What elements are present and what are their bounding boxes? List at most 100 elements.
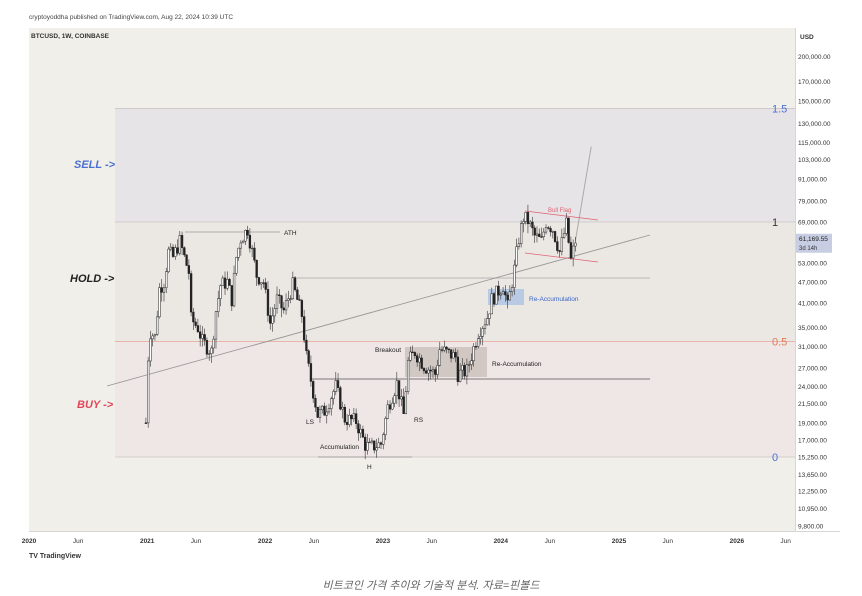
candle-body bbox=[549, 228, 552, 233]
candle-body bbox=[171, 246, 175, 257]
candle-body bbox=[465, 364, 469, 377]
candle-body bbox=[212, 338, 215, 349]
candle-body bbox=[219, 285, 222, 299]
ls-label: LS bbox=[306, 419, 315, 426]
candle-body bbox=[456, 356, 460, 382]
candle-body bbox=[151, 335, 154, 340]
time-tick: 2020 bbox=[22, 538, 37, 545]
candle-body bbox=[302, 316, 306, 341]
ath-label: ATH bbox=[284, 230, 297, 237]
candle-body bbox=[379, 442, 383, 445]
candle-body bbox=[366, 442, 369, 451]
candle-body bbox=[531, 221, 534, 229]
hold-label: HOLD -> bbox=[70, 273, 115, 285]
candle-body bbox=[183, 247, 186, 256]
price-axis[interactable] bbox=[795, 28, 841, 543]
candle-body bbox=[551, 231, 554, 233]
candle-body bbox=[418, 357, 421, 363]
candle-body bbox=[196, 325, 200, 333]
candle-body bbox=[479, 336, 482, 339]
candle-body bbox=[147, 360, 150, 424]
candle-body bbox=[345, 422, 349, 425]
candle-body bbox=[517, 243, 521, 247]
candle-body bbox=[427, 369, 430, 374]
price-tick: 79,000.00 bbox=[798, 198, 827, 205]
time-tick: Jun bbox=[309, 538, 320, 545]
candle-body bbox=[330, 398, 333, 409]
candle-body bbox=[438, 349, 441, 366]
fib-label: 0.5 bbox=[772, 337, 787, 349]
candle-body bbox=[402, 396, 405, 414]
candle-body bbox=[228, 279, 231, 286]
candle-body bbox=[187, 265, 191, 274]
candle-body bbox=[431, 369, 435, 372]
candle-body bbox=[325, 411, 328, 416]
time-tick: Jun bbox=[191, 538, 202, 545]
candle-body bbox=[169, 246, 172, 250]
price-tick: 115,000.00 bbox=[798, 140, 830, 147]
candle-body bbox=[359, 428, 362, 434]
projection-line bbox=[574, 146, 592, 241]
candle-body bbox=[214, 311, 218, 340]
candle-body bbox=[348, 414, 351, 425]
candle-body bbox=[144, 422, 148, 424]
candle-body bbox=[461, 365, 464, 371]
candle-body bbox=[300, 300, 304, 317]
time-axis[interactable] bbox=[29, 531, 840, 546]
price-tick: 130,000.00 bbox=[798, 121, 831, 128]
candle-body bbox=[156, 316, 159, 335]
countdown: 3d 14h bbox=[799, 246, 817, 252]
candle-body bbox=[262, 282, 265, 284]
candle-body bbox=[282, 307, 285, 311]
candle-body bbox=[416, 355, 419, 363]
candle-body bbox=[264, 282, 267, 290]
candle-body bbox=[309, 363, 313, 382]
candle-body bbox=[538, 233, 541, 237]
candle-body bbox=[266, 289, 270, 316]
candle-body bbox=[483, 324, 487, 329]
candle-body bbox=[454, 352, 457, 358]
candle-body bbox=[406, 360, 410, 392]
h-label: H bbox=[367, 464, 372, 471]
time-tick: 2021 bbox=[140, 538, 155, 545]
candle-body bbox=[542, 231, 545, 238]
price-tick: 31,000.00 bbox=[798, 344, 827, 351]
candle-body bbox=[244, 229, 247, 242]
candle-body bbox=[217, 298, 220, 312]
candle-body bbox=[339, 387, 342, 410]
candle-body bbox=[533, 227, 536, 236]
time-tick: 2026 bbox=[730, 538, 745, 545]
candle-body bbox=[189, 273, 193, 313]
bull-flag-label: Bull Flag bbox=[548, 208, 571, 214]
price-tick: 24,000.00 bbox=[798, 384, 827, 391]
candle-body bbox=[361, 428, 365, 438]
price-tick: 27,000.00 bbox=[798, 366, 827, 373]
candle-body bbox=[194, 321, 197, 326]
candle-body bbox=[260, 282, 263, 285]
candle-body bbox=[149, 338, 152, 362]
candle-body bbox=[280, 295, 283, 309]
candle-body bbox=[458, 369, 462, 382]
time-tick: Jun bbox=[663, 538, 674, 545]
candle-body bbox=[357, 423, 360, 434]
candle-body bbox=[273, 308, 276, 317]
price-tick: 150,000.00 bbox=[798, 99, 831, 106]
candle-body bbox=[501, 291, 505, 295]
candle-body bbox=[422, 368, 426, 372]
accumulation-label: Accumulation bbox=[320, 444, 359, 451]
price-tick: 19,000.00 bbox=[798, 420, 827, 427]
candle-body bbox=[375, 447, 378, 451]
candle-body bbox=[411, 351, 414, 354]
candle-body bbox=[289, 298, 292, 300]
bull-flag-top bbox=[524, 210, 599, 221]
candle-body bbox=[241, 240, 245, 244]
publisher-header: cryptoyoddha published on TradingView.co… bbox=[29, 14, 234, 21]
candle-body bbox=[436, 365, 439, 375]
candle-body bbox=[370, 440, 374, 443]
price-tick: 10,950.00 bbox=[798, 506, 827, 513]
buy-zone bbox=[115, 341, 795, 457]
currency-label: USD bbox=[800, 34, 814, 41]
price-tick: 13,650.00 bbox=[798, 472, 827, 479]
candle-body bbox=[210, 347, 213, 354]
candle-body bbox=[275, 294, 279, 309]
